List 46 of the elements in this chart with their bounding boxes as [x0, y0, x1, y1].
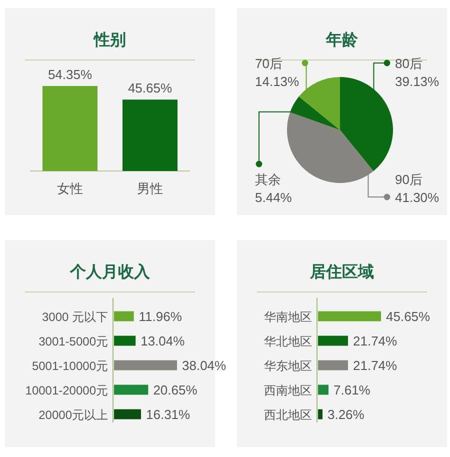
- data-label: 38.04%: [182, 358, 227, 373]
- slice-label: 90后: [395, 172, 422, 187]
- bar: [114, 384, 148, 395]
- bar: [114, 311, 134, 322]
- data-label: 14.13%: [255, 74, 300, 89]
- chart-title: 年龄: [325, 31, 359, 49]
- data-label: 5.44%: [255, 190, 292, 205]
- y-tick-label: 20000元以上: [38, 408, 108, 422]
- legend-label: 80后: [395, 56, 422, 71]
- x-tick-label: 男性: [137, 181, 163, 196]
- y-tick-label: 西北地区: [264, 408, 312, 422]
- data-label: 3.26%: [328, 406, 365, 422]
- y-tick-label: 华北地区: [264, 334, 312, 348]
- y-tick-label: 华东地区: [264, 358, 312, 373]
- bar: [114, 409, 142, 420]
- y-tick-label: 5001-10000元: [32, 358, 108, 373]
- y-tick-label: 3001-5000元: [38, 334, 108, 348]
- data-label: 21.74%: [353, 358, 398, 373]
- bar: [318, 311, 381, 322]
- chart-title: 性别: [93, 31, 126, 49]
- bar: [318, 360, 348, 370]
- y-tick-label: 西南地区: [264, 383, 312, 398]
- data-label: 45.65%: [128, 80, 172, 96]
- chart-title: 个人月收入: [69, 263, 151, 281]
- y-tick-label: 华南地区: [264, 310, 312, 324]
- bar: [114, 336, 136, 346]
- data-label: 21.74%: [353, 333, 398, 348]
- data-label: 7.61%: [334, 382, 371, 398]
- bar: [114, 360, 177, 370]
- y-tick-label: 10001-20000元: [25, 383, 108, 398]
- bar: [318, 409, 322, 420]
- data-label: 20.65%: [153, 382, 198, 398]
- x-tick-label: 女性: [57, 181, 83, 196]
- bar: [318, 336, 348, 346]
- slice-label: 70后: [255, 56, 282, 71]
- chart-title: 居住区域: [309, 263, 374, 281]
- y-tick-label: 3000 元以下: [42, 310, 108, 324]
- data-label: 16.31%: [146, 406, 191, 422]
- slice-label: 其余: [255, 172, 281, 187]
- data-label: 45.65%: [386, 308, 431, 324]
- data-label: 41.30%: [395, 190, 440, 205]
- data-label: 39.13%: [395, 74, 440, 89]
- data-label: 54.35%: [48, 67, 92, 82]
- data-label: 11.96%: [138, 308, 182, 324]
- data-label: 13.04%: [140, 333, 186, 348]
- bar: [318, 384, 328, 395]
